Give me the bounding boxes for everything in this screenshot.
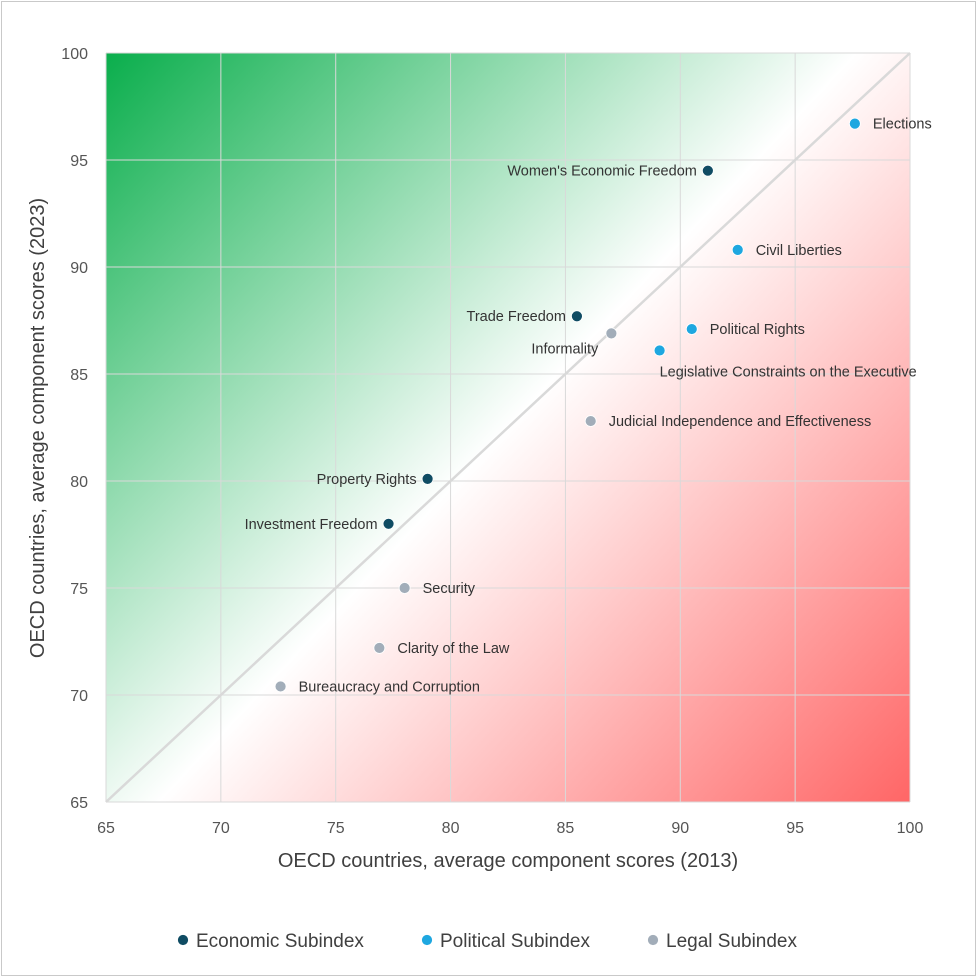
data-label: Investment Freedom xyxy=(245,517,378,533)
data-point xyxy=(398,582,411,594)
y-tick-label: 70 xyxy=(70,688,88,705)
legend-label: Economic Subindex xyxy=(196,931,364,952)
data-label: Bureaucracy and Corruption xyxy=(299,679,480,695)
data-label: Trade Freedom xyxy=(467,309,566,325)
data-label: Security xyxy=(423,581,476,597)
y-axis-ticks: 65 70 75 80 85 90 95 100 xyxy=(61,46,88,812)
x-tick-label: 90 xyxy=(671,820,689,837)
y-tick-label: 95 xyxy=(70,153,88,170)
data-label: Women's Economic Freedom xyxy=(507,164,696,180)
data-point xyxy=(421,472,434,485)
legend-label: Legal Subindex xyxy=(666,931,797,952)
data-point xyxy=(373,642,386,654)
data-point xyxy=(382,517,395,530)
series-political-subindex: Elections Civil Liberties Political Rights… xyxy=(653,117,932,380)
x-tick-label: 65 xyxy=(97,820,115,837)
x-tick-label: 70 xyxy=(212,820,230,837)
data-label: Legislative Constraints on the Executive xyxy=(660,364,917,380)
y-tick-label: 75 xyxy=(70,581,88,598)
legend-marker xyxy=(647,934,659,946)
data-point xyxy=(571,310,583,323)
data-point xyxy=(274,680,287,693)
x-axis-ticks: 65 70 75 80 85 90 95 100 xyxy=(97,820,923,837)
data-point xyxy=(701,164,714,177)
gridlines xyxy=(105,52,911,803)
data-label: Political Rights xyxy=(710,322,805,338)
data-point xyxy=(685,323,698,335)
y-axis-title: OECD countries, average component scores… xyxy=(27,198,49,658)
series-economic-subindex: Women's Economic Freedom Trade Freedom Pro… xyxy=(245,164,714,533)
data-point xyxy=(584,415,597,427)
data-label: Judicial Independence and Effectiveness xyxy=(609,414,872,430)
data-label: Elections xyxy=(873,117,932,133)
x-tick-label: 80 xyxy=(442,820,460,837)
data-point xyxy=(605,327,618,340)
y-tick-label: 85 xyxy=(70,367,88,384)
data-point xyxy=(653,344,666,357)
data-point xyxy=(848,117,861,130)
legend: Economic Subindex Political Subindex Legal… xyxy=(177,931,797,952)
legend-label: Political Subindex xyxy=(440,931,590,952)
x-tick-label: 100 xyxy=(897,820,924,837)
diagonal-reference-line xyxy=(105,52,911,803)
y-tick-label: 65 xyxy=(70,795,88,812)
x-tick-label: 75 xyxy=(327,820,345,837)
x-tick-label: 95 xyxy=(786,820,804,837)
y-tick-label: 100 xyxy=(61,46,88,63)
legend-marker xyxy=(421,934,433,946)
data-label: Informality xyxy=(531,341,599,357)
x-axis-title: OECD countries, average component scores… xyxy=(278,850,738,872)
data-label: Property Rights xyxy=(317,472,417,488)
legend-marker xyxy=(177,934,189,946)
data-label: Civil Liberties xyxy=(756,243,842,259)
series-legal-subindex: Informality Judicial Independence and Eff… xyxy=(274,327,872,695)
y-tick-label: 90 xyxy=(70,260,88,277)
data-label: Clarity of the Law xyxy=(397,641,510,657)
y-tick-label: 80 xyxy=(70,474,88,491)
data-points: Women's Economic Freedom Trade Freedom Pro… xyxy=(245,117,932,696)
data-point xyxy=(731,243,744,256)
x-tick-label: 85 xyxy=(557,820,575,837)
